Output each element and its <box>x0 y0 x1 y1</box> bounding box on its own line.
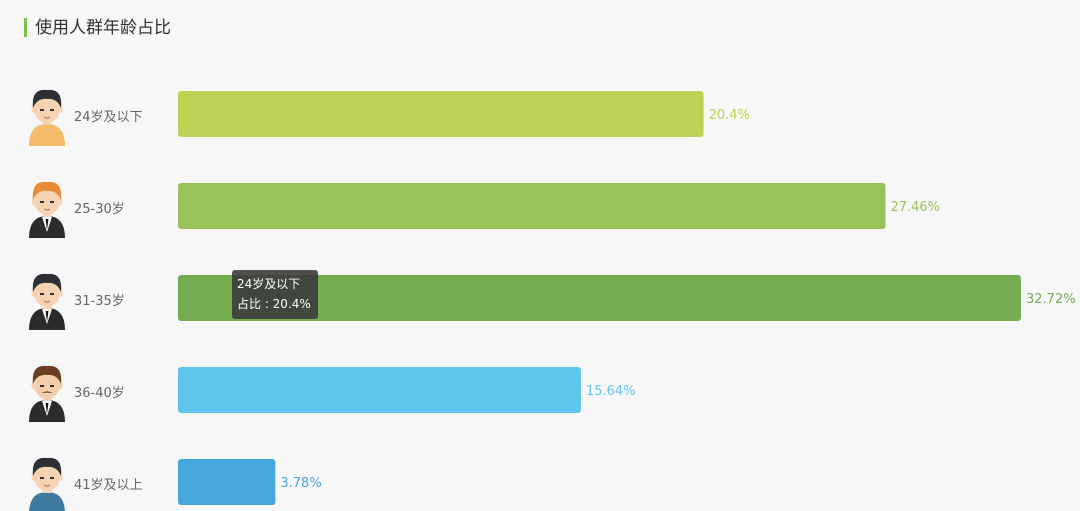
bar-2[interactable] <box>178 275 1021 321</box>
value-label-4: 3.78% <box>280 476 321 491</box>
category-label-2: 31-35岁 <box>74 294 125 309</box>
chart-title: 使用人群年龄占比 <box>35 18 171 38</box>
tooltip-value: 占比 : 20.4% <box>237 297 311 311</box>
older-man-icon <box>29 457 65 511</box>
bar-4[interactable] <box>178 459 276 505</box>
category-label-4: 41岁及以上 <box>74 478 143 493</box>
bar-tooltip: 24岁及以下 占比 : 20.4% <box>232 270 318 319</box>
category-label-1: 25-30岁 <box>74 202 125 217</box>
bar-0[interactable] <box>178 91 704 137</box>
value-label-3: 15.64% <box>586 384 636 399</box>
tooltip-category: 24岁及以下 <box>237 277 301 291</box>
category-label-3: 36-40岁 <box>74 386 125 401</box>
young-man-icon <box>29 89 65 146</box>
bar-3[interactable] <box>178 367 581 413</box>
value-label-2: 32.72% <box>1026 292 1076 307</box>
redhead-man-icon <box>29 181 65 238</box>
businessman-icon <box>29 273 65 330</box>
value-label-1: 27.46% <box>890 200 940 215</box>
category-label-0: 24岁及以下 <box>74 110 143 125</box>
mustache-man-icon <box>29 365 65 422</box>
bar-1[interactable] <box>178 183 886 229</box>
value-label-0: 20.4% <box>709 108 750 123</box>
title-accent-bar <box>24 18 27 37</box>
